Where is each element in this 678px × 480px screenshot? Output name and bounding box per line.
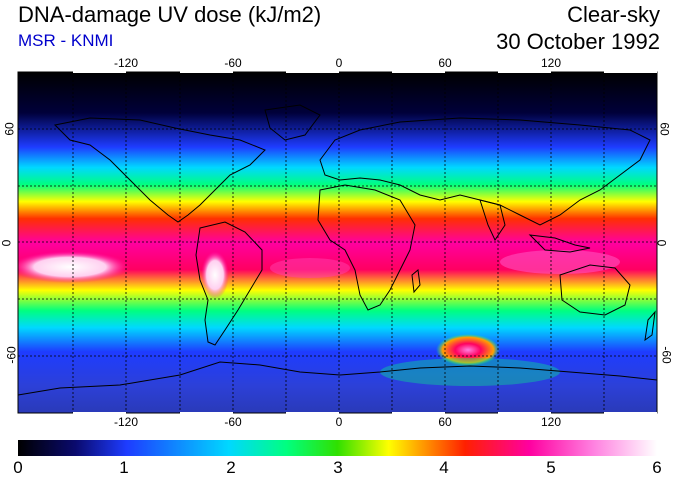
madagascar-outline (411, 269, 421, 294)
greenland-outline (264, 104, 321, 141)
atlantic-pink (270, 258, 350, 278)
lat-tick-right: -60 (659, 346, 674, 364)
indonesia-outline (528, 234, 591, 253)
lon-tick-top: 60 (438, 56, 452, 70)
lat-tick-right: 60 (657, 122, 672, 136)
new-zealand-outline (644, 310, 656, 342)
indian-ocean-pink (500, 250, 620, 274)
antarctic-green (380, 358, 560, 386)
colorbar-label: 0 (13, 458, 23, 477)
lon-tick-top: 120 (540, 56, 562, 70)
coastlines (18, 104, 657, 396)
colorbar-label: 4 (439, 458, 449, 477)
colorbar-label: 6 (652, 458, 662, 477)
lat-tick-right: 0 (654, 239, 669, 247)
lon-tick-top: 0 (335, 56, 343, 70)
north-america-outline (53, 117, 266, 223)
lon-tick-bottom: 0 (335, 415, 343, 429)
ozone-hole-hotspot (436, 334, 500, 366)
frame-ticks (73, 70, 657, 415)
source-label: MSR - KNMI (18, 31, 114, 50)
condition-label: Clear-sky (567, 2, 660, 27)
colorbar-label: 2 (226, 458, 236, 477)
lat-tick-left: 0 (0, 239, 14, 247)
lon-tick-bottom: 120 (540, 415, 562, 429)
lon-tick-top: -120 (113, 56, 139, 70)
lon-tick-bottom: 60 (438, 415, 452, 429)
colorbar (18, 440, 657, 456)
title: DNA-damage UV dose (kJ/m2) (18, 2, 322, 27)
lat-tick-left: -60 (4, 346, 19, 364)
africa-outline (317, 184, 416, 311)
eurasia-outline (319, 117, 651, 226)
graticule (18, 72, 657, 413)
lat-tick-left: 60 (2, 122, 17, 136)
australia-outline (559, 264, 631, 316)
andes-white-zone (201, 251, 229, 299)
colorbar-label: 5 (546, 458, 556, 477)
date-label: 30 October 1992 (496, 29, 660, 54)
pacific-white-zone (18, 251, 130, 283)
antarctica-outline (18, 361, 657, 396)
lon-tick-bottom: -120 (113, 415, 139, 429)
lon-tick-bottom: -60 (224, 415, 242, 429)
colorbar-label: 1 (119, 458, 129, 477)
lon-tick-top: -60 (224, 56, 242, 70)
south-america-outline (195, 221, 263, 346)
india-outline (479, 199, 506, 242)
colorbar-label: 3 (333, 458, 343, 477)
